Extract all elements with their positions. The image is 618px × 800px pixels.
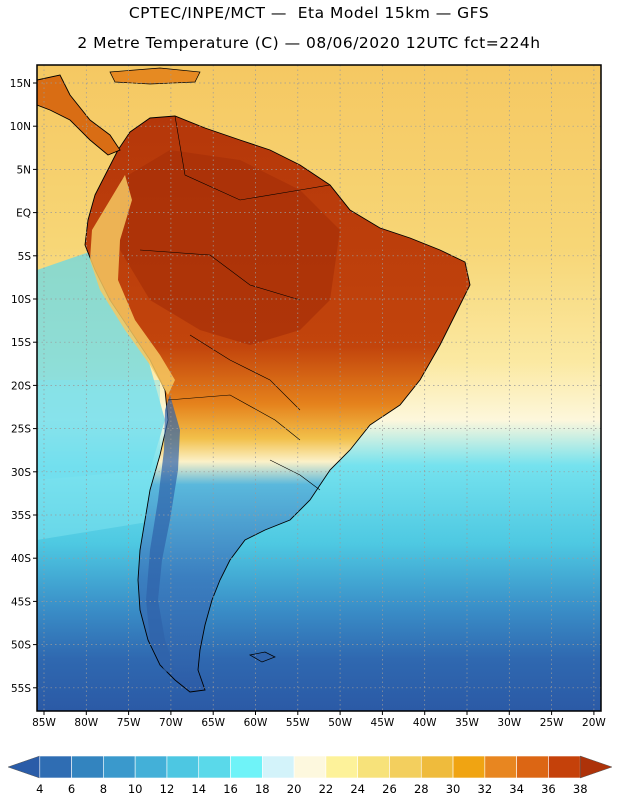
colorbar-swatch [134,755,168,779]
lon-label: 50W [328,717,352,729]
lon-label: 60W [244,717,268,729]
lat-label: 25S [11,424,31,436]
lat-label: 15S [11,337,31,349]
lon-label: 40W [413,717,437,729]
colorbar-swatch [71,755,104,779]
colorbar-label: 8 [100,782,107,796]
lon-label: 85W [32,717,56,729]
lon-label: 25W [540,717,564,729]
colorbar-label: 4 [36,782,43,796]
lon-label: 65W [201,717,225,729]
lon-label: 80W [74,717,98,729]
colorbar-swatch [198,755,231,779]
colorbar-label: 30 [446,782,461,796]
colorbar-swatch [389,755,422,779]
colorbar-label: 6 [68,782,75,796]
colorbar-label: 12 [160,782,175,796]
colorbar-label: 34 [509,782,524,796]
colorbar-label: 36 [541,782,556,796]
colorbar-label: 14 [191,782,206,796]
temperature-map: 15N 10N 5N EQ 5S 10S 15S 20S 25S 30S 35S 40S 45S 50S 5… [10,64,606,729]
colorbar-swatch [39,755,72,779]
colorbar-label: 26 [382,782,397,796]
lon-label: 55W [286,717,310,729]
lat-label: 5N [16,164,31,176]
lat-label: 30S [11,467,31,479]
colorbar-swatch [166,755,200,779]
lon-label: 75W [117,717,141,729]
colorbar-arrow-low [7,755,41,779]
colorbar-label: 28 [414,782,429,796]
lon-label: 20W [582,717,606,729]
colorbar-arrow-high [579,755,613,779]
lat-label: 10S [11,294,31,306]
colorbar-swatch [484,755,517,779]
title-line-1: CPTEC/INPE/MCT — Eta Model 15km — GFS [128,4,490,22]
colorbar-swatch [103,755,136,779]
colorbar-swatch [325,755,358,779]
colorbar-label: 22 [319,782,334,796]
central-america-land [37,74,121,156]
colorbar-swatch [420,755,454,779]
colorbar-swatch [293,755,327,779]
country-borders [139,115,351,491]
lat-label: 35S [11,510,31,522]
colorbar-label: 16 [223,782,238,796]
colorbar-label: 24 [350,782,365,796]
colorbar-label: 20 [287,782,302,796]
colorbar: 4 6 8 10 12 14 16 18 20 22 24 26 28 30 32 34 36 38 [7,755,613,796]
lat-label: 5S [18,251,32,263]
colorbar-label: 18 [255,782,270,796]
colorbar-label: 10 [128,782,143,796]
lat-label: EQ [16,208,31,220]
lat-label: 50S [11,640,31,652]
lat-label: 15N [10,78,31,90]
lon-label: 45W [371,717,395,729]
lon-label: 30W [497,717,521,729]
colorbar-swatch [357,755,390,779]
colorbar-swatch [230,755,263,779]
lat-label: 10N [10,121,31,133]
colorbar-swatch [516,755,549,779]
lat-label: 20S [11,380,31,392]
lat-label: 55S [11,683,31,695]
colorbar-swatch [262,755,295,779]
map-frame [36,64,602,712]
lat-label: 40S [11,553,31,565]
lat-label: 45S [11,596,31,608]
title-line-2: 2 Metre Temperature (C) — 08/06/2020 12U… [77,34,541,52]
colorbar-label: 38 [573,782,588,796]
lon-label: 35W [455,717,479,729]
colorbar-label: 32 [478,782,493,796]
colorbar-swatch [548,755,581,779]
colorbar-swatch [452,755,486,779]
lon-label: 70W [159,717,183,729]
